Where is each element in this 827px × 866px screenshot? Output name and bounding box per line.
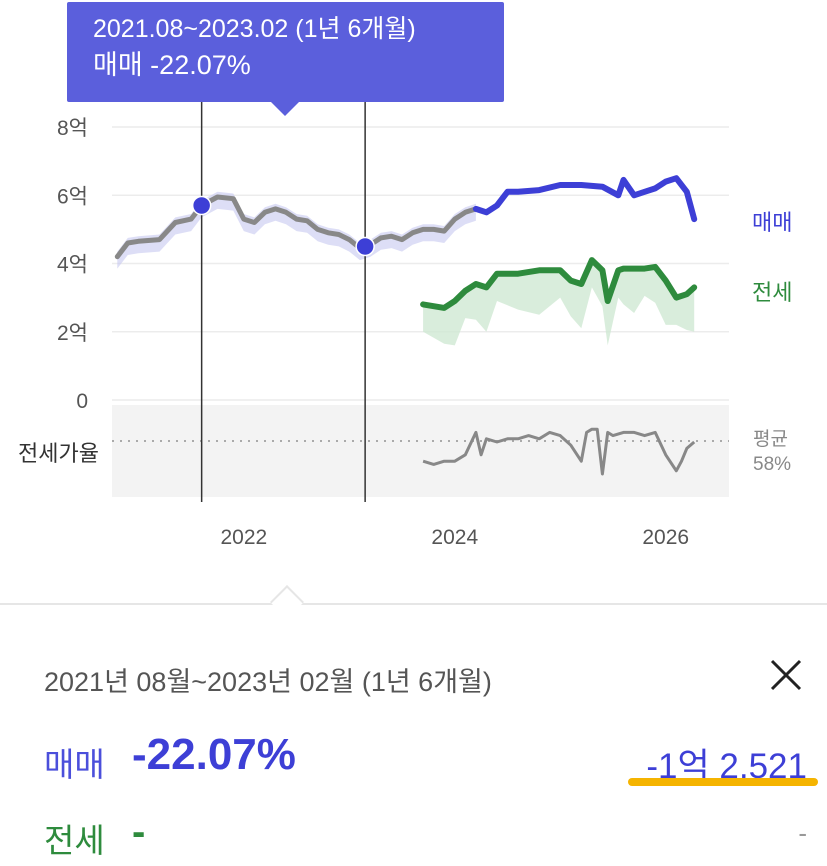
amount-highlight [628, 778, 818, 786]
jeonse-line [420, 257, 698, 311]
selection-end-point [355, 236, 375, 257]
selection-start-point [191, 195, 212, 216]
x-tick-label: 2024 [431, 526, 478, 549]
ltv-average-value: 58% [753, 454, 791, 475]
jeonse-label: 전세 [44, 822, 105, 859]
series-label-sale: 매매 [752, 210, 792, 235]
jeonse-change: - [132, 810, 146, 854]
y-tick-label: 8억 [57, 117, 88, 140]
x-tick-label: 2022 [220, 526, 267, 549]
y-tick-label: 6억 [57, 185, 88, 208]
tooltip-change: 매매 -22.07% [93, 50, 251, 80]
y-tick-label: 0 [76, 390, 88, 413]
y-tick-label: 4억 [57, 254, 88, 277]
x-tick-label: 2026 [642, 526, 689, 549]
jeonse-amount: - [798, 818, 807, 848]
y-tick-label: 2억 [57, 322, 88, 345]
ltv-band [112, 405, 729, 497]
panel-divider [0, 603, 827, 605]
ltv-line [422, 427, 696, 476]
price-chart[interactable]: 8억 6억 4억 2억 0 전세가율 평균 58% 2022 2024 2026 매매 전세 [0, 0, 827, 600]
panel-period: 2021년 08월~2023년 02월 (1년 6개월) [44, 667, 492, 697]
sale-change: -22.07% [132, 730, 296, 779]
sale-line [472, 175, 698, 223]
ltv-label: 전세가율 [18, 441, 99, 466]
ltv-average-label: 평균 [753, 428, 788, 450]
sale-label: 매매 [44, 746, 105, 783]
jeonse-range-band [423, 260, 695, 346]
tooltip-pointer [271, 102, 299, 116]
sale-history-line [114, 194, 479, 260]
selection-tooltip: 2021.08~2023.02 (1년 6개월) 매매 -22.07% [67, 2, 504, 116]
close-icon[interactable] [766, 655, 806, 695]
series-label-jeonse: 전세 [752, 280, 792, 305]
tooltip-period: 2021.08~2023.02 (1년 6개월) [93, 15, 416, 43]
